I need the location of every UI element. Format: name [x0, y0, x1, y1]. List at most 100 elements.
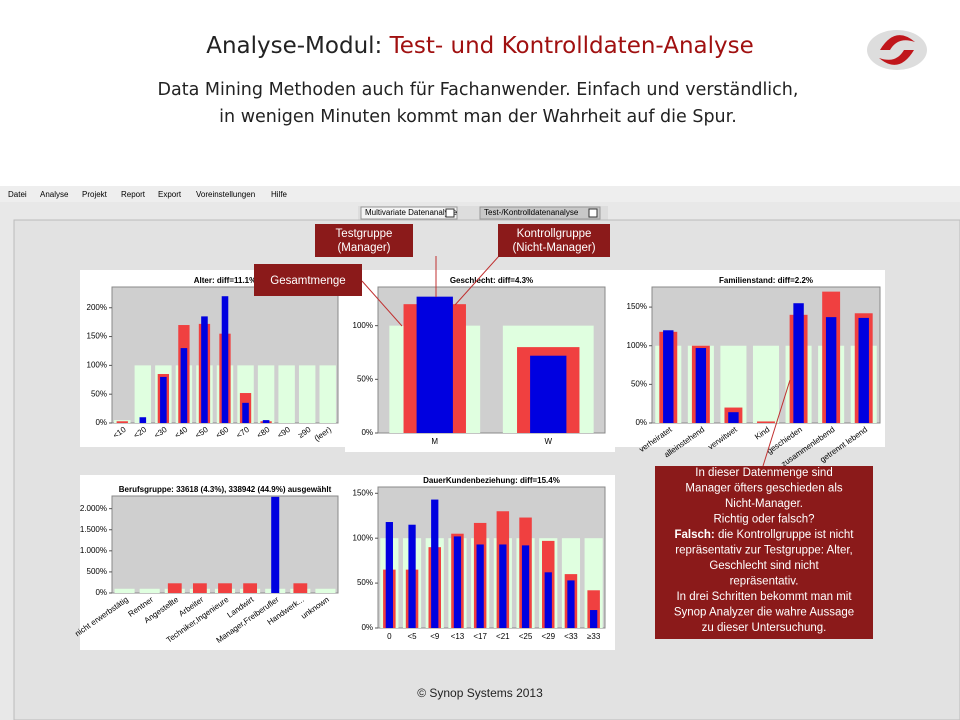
note-line: In dieser Datenmenge sind	[695, 467, 832, 479]
bar	[134, 365, 152, 423]
note-text: die Kontrollgruppe ist nicht	[715, 529, 855, 541]
bar	[825, 317, 837, 423]
bar	[319, 365, 336, 423]
note-line: repräsentativ zur Testgruppe: Alter,	[675, 545, 853, 557]
chart-title: DauerKundenbeziehung: diff=15.4%	[423, 476, 560, 485]
y-tick-label: 100%	[627, 341, 647, 350]
note-line: In drei Schritten bekommt man mit	[676, 591, 852, 603]
note-line: Synop Analyzer die wahre Aussage	[674, 607, 854, 619]
chart-title: Familienstand: diff=2.2%	[719, 276, 813, 285]
note-line: Manager öfters geschieden als	[685, 483, 843, 495]
callout-box	[498, 224, 610, 257]
bar	[590, 610, 598, 628]
tab-label: Multivariate Datenanalyse	[365, 208, 458, 217]
x-tick-label: <9	[430, 632, 440, 641]
y-tick-label: 150%	[87, 332, 107, 341]
x-tick-label: W	[544, 437, 552, 446]
bar	[476, 544, 484, 628]
title-part: Test- und Kontrolldaten-Analyse	[389, 33, 754, 59]
bar	[221, 296, 229, 423]
bar	[530, 355, 567, 433]
bar	[257, 365, 275, 423]
menu-item[interactable]: Export	[158, 190, 182, 199]
x-tick-label: <17	[473, 632, 487, 641]
tab[interactable]	[360, 206, 458, 220]
bar	[167, 583, 182, 593]
bar	[315, 588, 336, 593]
bar	[243, 583, 258, 593]
note-box	[655, 466, 873, 639]
y-tick-label: 50%	[631, 379, 647, 388]
bar	[544, 572, 552, 628]
y-tick-label: 50%	[357, 374, 373, 383]
note-line: zu dieser Untersuchung.	[702, 622, 827, 634]
note-line: Falsch: die Kontrollgruppe ist nicht	[675, 529, 855, 541]
bar	[116, 421, 128, 423]
menu-item[interactable]: Hilfe	[271, 190, 288, 199]
plot-area	[111, 495, 339, 594]
bar	[757, 421, 775, 423]
bar	[408, 524, 416, 628]
page-title: Analyse-Modul: Test- und Kontrolldaten-A…	[206, 33, 754, 59]
bar	[453, 536, 462, 628]
bar	[752, 345, 780, 423]
y-tick-label: 100%	[353, 321, 373, 330]
y-tick-label: 1.500%	[80, 525, 107, 534]
x-tick-label: <25	[519, 632, 533, 641]
menu-bar	[0, 186, 960, 202]
y-tick-label: 50%	[357, 578, 373, 587]
bar	[663, 330, 674, 423]
subtitle: Data Mining Methoden auch für Fachanwend…	[158, 80, 799, 100]
x-tick-label: <21	[496, 632, 510, 641]
bar	[416, 296, 453, 433]
y-tick-label: 100%	[87, 360, 107, 369]
bar	[858, 317, 869, 423]
bar	[218, 583, 232, 593]
chart-title: Geschlecht: diff=4.3%	[450, 276, 533, 285]
y-tick-label: 0%	[635, 418, 647, 427]
tab-close[interactable]	[588, 208, 598, 218]
menu-item[interactable]: Analyse	[40, 190, 69, 199]
logo	[867, 30, 927, 70]
bar	[728, 412, 739, 423]
bar	[567, 580, 575, 628]
menu-item[interactable]: Datei	[8, 190, 27, 199]
tab-close[interactable]	[445, 208, 455, 218]
bar	[695, 348, 707, 423]
bar	[114, 588, 135, 593]
note-line: Geschlecht sind nicht	[709, 560, 819, 572]
bar	[521, 545, 530, 628]
bar	[160, 376, 167, 423]
y-tick-label: 0%	[95, 588, 107, 597]
y-tick-label: 200%	[87, 303, 107, 312]
footer: © Synop Systems 2013	[417, 686, 543, 700]
bar	[139, 417, 147, 423]
bar	[385, 522, 393, 628]
x-tick-label: M	[431, 437, 438, 446]
note-line: Richtig oder falsch?	[714, 514, 815, 526]
tab-label: Test-/Kontrolldatenanalyse	[484, 208, 579, 217]
x-tick-label: ≥33	[587, 632, 601, 641]
y-tick-label: 0%	[95, 418, 107, 427]
x-tick-label: <5	[407, 632, 417, 641]
bar	[499, 544, 507, 628]
y-tick-label: 0%	[361, 623, 373, 632]
bar	[139, 588, 160, 593]
y-tick-label: 50%	[91, 389, 107, 398]
tab[interactable]	[479, 206, 601, 220]
y-tick-label: 100%	[353, 533, 373, 542]
callout-box	[254, 264, 362, 296]
note-line: repräsentativ.	[730, 576, 799, 588]
callout-text: (Nicht-Manager)	[512, 242, 595, 254]
x-tick-label: 0	[387, 632, 392, 641]
callout-text: Testgruppe	[336, 228, 393, 240]
menu-item[interactable]: Report	[121, 190, 146, 199]
note-line: Nicht-Manager.	[725, 498, 803, 510]
menu-item[interactable]: Voreinstellungen	[196, 190, 255, 199]
callout-text: (Manager)	[337, 242, 390, 254]
y-tick-label: 2.000%	[80, 504, 107, 513]
bar	[278, 365, 295, 423]
chart-title: Berufsgruppe: 33618 (4.3%), 338942 (44.9…	[119, 485, 332, 494]
menu-item[interactable]: Projekt	[82, 190, 108, 199]
